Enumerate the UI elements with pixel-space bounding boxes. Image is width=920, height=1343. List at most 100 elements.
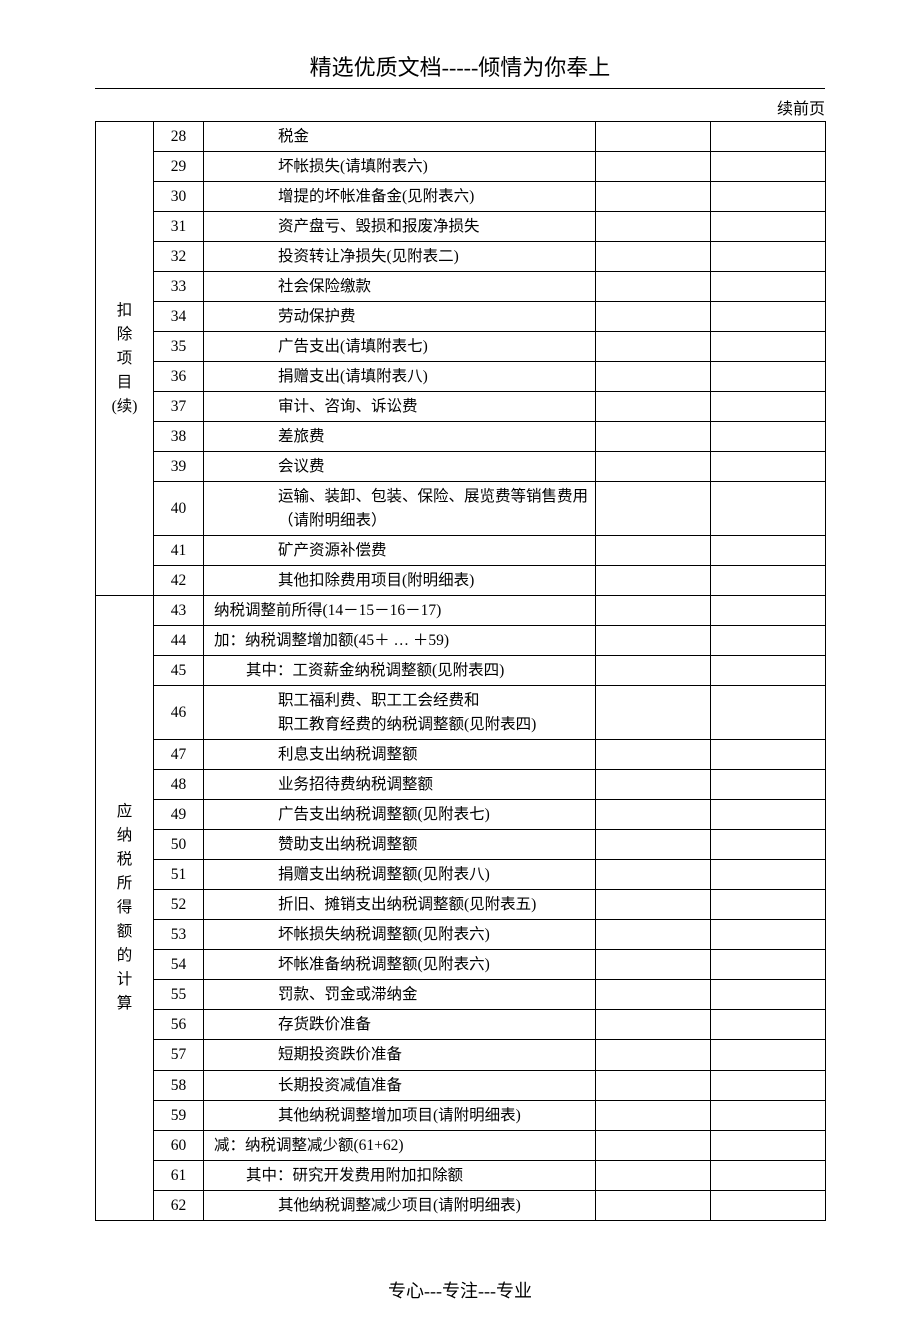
table-row: 57短期投资跌价准备 <box>96 1040 826 1070</box>
row-desc: 审计、咨询、诉讼费 <box>204 392 596 422</box>
value-col-1 <box>596 362 711 392</box>
value-col-2 <box>711 302 826 332</box>
table-row: 47利息支出纳税调整额 <box>96 740 826 770</box>
table-row: 46职工福利费、职工工会经费和职工教育经费的纳税调整额(见附表四) <box>96 686 826 740</box>
value-col-1 <box>596 242 711 272</box>
value-col-2 <box>711 656 826 686</box>
row-desc: 广告支出(请填附表七) <box>204 332 596 362</box>
table-row: 60减：纳税调整减少额(61+62) <box>96 1130 826 1160</box>
value-col-2 <box>711 800 826 830</box>
row-number: 37 <box>154 392 204 422</box>
value-col-2 <box>711 980 826 1010</box>
row-number: 29 <box>154 152 204 182</box>
row-number: 28 <box>154 122 204 152</box>
row-number: 43 <box>154 596 204 626</box>
row-number: 42 <box>154 566 204 596</box>
value-col-1 <box>596 686 711 740</box>
table-row: 53坏帐损失纳税调整额(见附表六) <box>96 920 826 950</box>
table-row: 44加：纳税调整增加额(45＋ … ＋59) <box>96 626 826 656</box>
row-desc: 增提的坏帐准备金(见附表六) <box>204 182 596 212</box>
value-col-1 <box>596 536 711 566</box>
value-col-2 <box>711 740 826 770</box>
value-col-1 <box>596 860 711 890</box>
value-col-1 <box>596 920 711 950</box>
row-number: 34 <box>154 302 204 332</box>
value-col-2 <box>711 122 826 152</box>
row-desc: 广告支出纳税调整额(见附表七) <box>204 800 596 830</box>
table-row: 33社会保险缴款 <box>96 272 826 302</box>
row-desc: 其他纳税调整增加项目(请附明细表) <box>204 1100 596 1130</box>
table-row: 35广告支出(请填附表七) <box>96 332 826 362</box>
row-number: 32 <box>154 242 204 272</box>
section-label: 扣除项目(续) <box>96 122 154 596</box>
row-number: 44 <box>154 626 204 656</box>
row-desc: 存货跌价准备 <box>204 1010 596 1040</box>
value-col-1 <box>596 1190 711 1220</box>
row-number: 49 <box>154 800 204 830</box>
row-desc: 会议费 <box>204 452 596 482</box>
value-col-2 <box>711 1040 826 1070</box>
value-col-2 <box>711 1010 826 1040</box>
value-col-1 <box>596 212 711 242</box>
value-col-1 <box>596 656 711 686</box>
row-number: 45 <box>154 656 204 686</box>
value-col-1 <box>596 1160 711 1190</box>
row-number: 46 <box>154 686 204 740</box>
value-col-2 <box>711 536 826 566</box>
row-desc: 捐赠支出纳税调整额(见附表八) <box>204 860 596 890</box>
table-row: 49广告支出纳税调整额(见附表七) <box>96 800 826 830</box>
row-number: 47 <box>154 740 204 770</box>
value-col-1 <box>596 1070 711 1100</box>
table-row: 37审计、咨询、诉讼费 <box>96 392 826 422</box>
row-desc: 短期投资跌价准备 <box>204 1040 596 1070</box>
value-col-1 <box>596 800 711 830</box>
value-col-1 <box>596 152 711 182</box>
row-desc: 坏帐损失纳税调整额(见附表六) <box>204 920 596 950</box>
value-col-1 <box>596 392 711 422</box>
value-col-1 <box>596 890 711 920</box>
row-number: 53 <box>154 920 204 950</box>
value-col-1 <box>596 422 711 452</box>
value-col-2 <box>711 830 826 860</box>
row-desc: 社会保险缴款 <box>204 272 596 302</box>
row-number: 35 <box>154 332 204 362</box>
table-row: 56存货跌价准备 <box>96 1010 826 1040</box>
row-desc: 资产盘亏、毁损和报废净损失 <box>204 212 596 242</box>
value-col-2 <box>711 452 826 482</box>
value-col-1 <box>596 302 711 332</box>
table-row: 54坏帐准备纳税调整额(见附表六) <box>96 950 826 980</box>
row-number: 58 <box>154 1070 204 1100</box>
row-number: 61 <box>154 1160 204 1190</box>
table-row: 51捐赠支出纳税调整额(见附表八) <box>96 860 826 890</box>
row-number: 41 <box>154 536 204 566</box>
table-row: 52折旧、摊销支出纳税调整额(见附表五) <box>96 890 826 920</box>
row-number: 36 <box>154 362 204 392</box>
row-desc: 赞助支出纳税调整额 <box>204 830 596 860</box>
value-col-1 <box>596 740 711 770</box>
value-col-1 <box>596 830 711 860</box>
row-number: 62 <box>154 1190 204 1220</box>
value-col-2 <box>711 566 826 596</box>
row-desc: 利息支出纳税调整额 <box>204 740 596 770</box>
row-number: 55 <box>154 980 204 1010</box>
table-row: 62其他纳税调整减少项目(请附明细表) <box>96 1190 826 1220</box>
value-col-1 <box>596 1130 711 1160</box>
table-row: 34劳动保护费 <box>96 302 826 332</box>
table-row: 扣除项目(续)28税金 <box>96 122 826 152</box>
table-row: 58长期投资减值准备 <box>96 1070 826 1100</box>
tax-table: 扣除项目(续)28税金29坏帐损失(请填附表六)30增提的坏帐准备金(见附表六)… <box>95 121 826 1221</box>
value-col-1 <box>596 626 711 656</box>
table-row: 29坏帐损失(请填附表六) <box>96 152 826 182</box>
value-col-2 <box>711 1130 826 1160</box>
value-col-2 <box>711 422 826 452</box>
row-desc: 运输、装卸、包装、保险、展览费等销售费用（请附明细表） <box>204 482 596 536</box>
value-col-2 <box>711 272 826 302</box>
table-row: 30增提的坏帐准备金(见附表六) <box>96 182 826 212</box>
value-col-1 <box>596 482 711 536</box>
table-row: 61其中：研究开发费用附加扣除额 <box>96 1160 826 1190</box>
value-col-2 <box>711 890 826 920</box>
value-col-2 <box>711 152 826 182</box>
value-col-2 <box>711 860 826 890</box>
value-col-2 <box>711 242 826 272</box>
row-desc: 投资转让净损失(见附表二) <box>204 242 596 272</box>
